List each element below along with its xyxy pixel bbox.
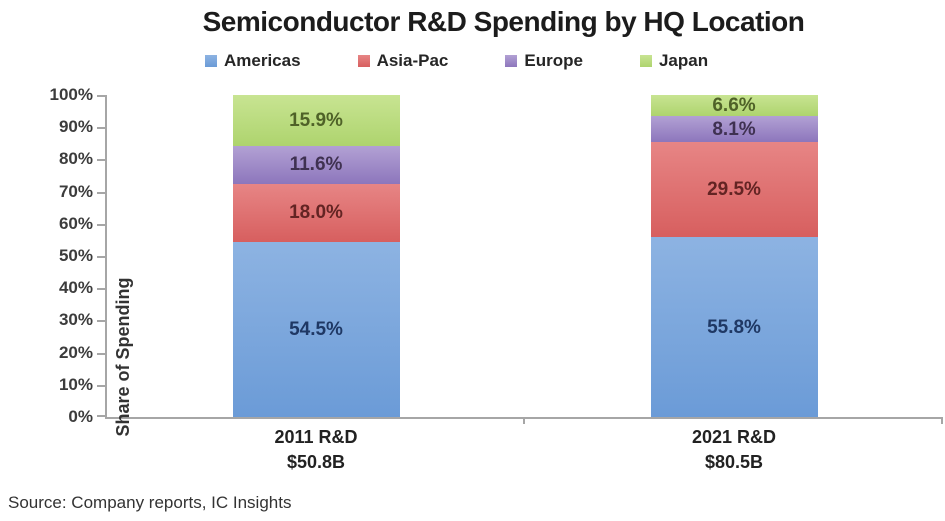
bar-segment-label: 29.5% <box>707 179 761 201</box>
category-label-year: 2011 R&D <box>274 427 358 447</box>
bar-segment-label: 6.6% <box>712 95 756 117</box>
legend-swatch-icon <box>205 55 217 67</box>
y-tick-label: 40% <box>58 278 93 298</box>
source-note: Source: Company reports, IC Insights <box>8 493 292 512</box>
y-tick-label: 80% <box>58 149 93 169</box>
category-label: 2011 R&D $50.8B <box>206 425 426 475</box>
y-tick <box>97 288 105 291</box>
bar-segment-label: 54.5% <box>289 318 343 340</box>
y-tick-label: 100% <box>49 85 93 104</box>
y-tick-label: 0% <box>68 407 93 426</box>
category-label-amount: $50.8B <box>286 452 346 472</box>
chart-title: Semiconductor R&D Spending by HQ Locatio… <box>202 6 805 37</box>
legend-swatch-icon <box>357 55 370 67</box>
bar-segment-label: 8.1% <box>712 118 756 140</box>
y-tick <box>97 191 105 194</box>
y-tick <box>97 256 105 258</box>
bar-segment-label: 15.9% <box>289 110 343 132</box>
plot-area: Share of Spending 100% 90% 80% 70% 60% 50% 40%… <box>50 85 943 472</box>
bar-2011-r-d: 54.5% 18.0% 11.6% 15.9% <box>232 95 400 417</box>
x-tick <box>523 417 525 424</box>
legend-item-asia-pac: Asia-Pac <box>357 51 449 71</box>
bar-segment-japan: 6.6% <box>650 95 818 117</box>
y-tick-label: 30% <box>58 310 93 330</box>
bar-segment-americas: 55.8% <box>650 237 818 417</box>
bar-segment-europe: 11.6% <box>232 146 400 184</box>
legend-item-americas: Americas <box>205 51 301 71</box>
bar-segment-label: 55.8% <box>707 316 761 338</box>
y-tick <box>97 320 105 323</box>
bar-segment-asia-pac: 18.0% <box>232 183 400 242</box>
legend-item-japan: Japan <box>639 51 709 71</box>
y-tick <box>97 223 105 226</box>
bar-segment-europe: 8.1% <box>650 116 818 143</box>
y-tick-label: 10% <box>58 374 93 394</box>
y-tick <box>97 159 105 162</box>
bar-segment-asia-pac: 29.5% <box>650 142 818 238</box>
legend-swatch-icon <box>505 55 518 67</box>
y-tick <box>97 95 105 97</box>
bar-segment-label: 11.6% <box>289 154 343 176</box>
y-tick <box>97 415 105 417</box>
y-tick <box>97 352 105 355</box>
bar-segment-label: 18.0% <box>289 202 343 224</box>
y-tick-label: 70% <box>58 181 93 201</box>
category-label-year: 2021 R&D <box>691 427 777 447</box>
y-tick-label: 60% <box>58 213 93 233</box>
legend-item-europe: Europe <box>505 51 583 71</box>
category-label-amount: $80.5B <box>704 452 764 472</box>
bar-2021-r-d: 55.8% 29.5% 8.1% 6.6% <box>650 95 818 417</box>
category-label: 2021 R&D $80.5B <box>624 425 844 475</box>
y-tick <box>97 127 105 130</box>
y-tick-label: 20% <box>58 342 93 362</box>
legend-label: Japan <box>658 51 709 70</box>
y-tick-label: 50% <box>58 246 93 265</box>
bar-segment-americas: 54.5% <box>232 241 400 417</box>
y-tick-label: 90% <box>58 117 93 137</box>
x-tick <box>941 417 943 424</box>
legend-label: Asia-Pac <box>376 51 449 70</box>
legend-label: Europe <box>524 51 583 70</box>
y-tick <box>97 384 105 387</box>
legend-swatch-icon <box>639 55 652 67</box>
legend: Americas Asia-Pac Europe Japan <box>205 51 708 71</box>
bar-segment-japan: 15.9% <box>232 95 400 147</box>
legend-label: Americas <box>224 51 301 70</box>
y-axis-label: Share of Spending <box>113 277 133 437</box>
